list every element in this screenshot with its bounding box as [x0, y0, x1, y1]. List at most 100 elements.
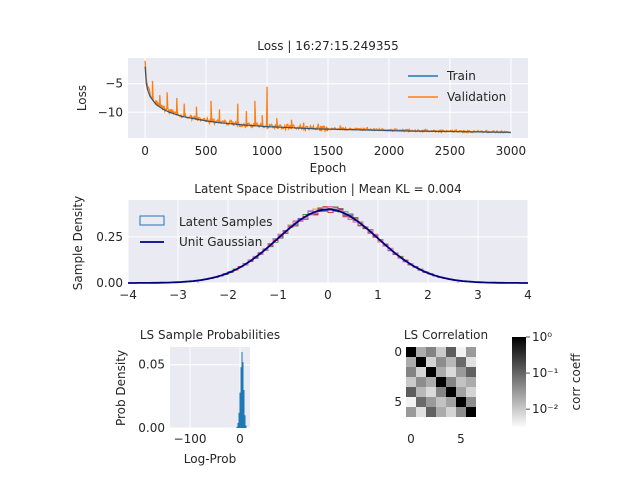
- correlation-cell: [446, 407, 456, 417]
- probability-ticks: −100 0 0.00 0.05: [138, 358, 244, 446]
- loss-xtick-label: 2000: [374, 144, 405, 158]
- latent-grid: [127, 200, 529, 284]
- latent-xtick-label: 4: [524, 288, 532, 302]
- correlation-cell: [456, 367, 466, 377]
- correlation-cell: [426, 347, 436, 357]
- correlation-cell: [416, 397, 426, 407]
- correlation-xtick-label: 0: [407, 432, 415, 446]
- correlation-cell: [436, 407, 446, 417]
- latent-ticks: −4 −3 −2 −1 0 1 2 3 4 0.00 0.25: [96, 230, 532, 302]
- correlation-cell: [436, 387, 446, 397]
- probability-bar: [244, 415, 246, 428]
- correlation-cell: [446, 357, 456, 367]
- probability-bar: [242, 362, 244, 428]
- legend-samples-label: Latent Samples: [179, 215, 273, 229]
- loss-xtick-label: 2500: [435, 144, 466, 158]
- correlation-xtick-label: 5: [457, 432, 465, 446]
- latent-ylabel: Sample Density: [71, 196, 85, 290]
- correlation-title: LS Correlation: [404, 328, 488, 342]
- probability-xtick-label: −100: [174, 432, 207, 446]
- correlation-cell: [456, 387, 466, 397]
- probability-bar: [245, 425, 247, 428]
- correlation-cell: [466, 387, 476, 397]
- correlation-cell: [446, 377, 456, 387]
- latent-title: Latent Space Distribution | Mean KL = 0.…: [194, 182, 461, 196]
- correlation-cell: [406, 387, 416, 397]
- latent-xtick-label: 3: [474, 288, 482, 302]
- correlation-heatmap: [406, 347, 476, 417]
- latent-xtick-label: −4: [119, 288, 137, 302]
- correlation-cell: [446, 347, 456, 357]
- correlation-ytick-label: 0: [394, 345, 402, 359]
- latent-legend: Latent Samples Unit Gaussian: [139, 215, 273, 249]
- probability-xtick-label: 0: [236, 432, 244, 446]
- probability-panel: −100 0 0.00 0.05 LS Sample Probabilities Lo…: [114, 328, 280, 466]
- colorbar-tick-label: 10⁻²: [532, 402, 559, 416]
- correlation-cell: [426, 387, 436, 397]
- unit-gaussian-curve: [128, 208, 528, 284]
- correlation-panel: 0 5 0 5 LS Correlation 10⁰ 10⁻¹ 10⁻² corr coe…: [394, 328, 583, 446]
- probability-plot-area: [170, 347, 250, 428]
- probability-title: LS Sample Probabilities: [140, 328, 280, 342]
- probability-bar: [238, 412, 240, 428]
- correlation-cell: [416, 377, 426, 387]
- correlation-cell: [466, 347, 476, 357]
- correlation-cell: [406, 367, 416, 377]
- correlation-cell: [416, 407, 426, 417]
- correlation-cell: [406, 347, 416, 357]
- correlation-cell: [426, 397, 436, 407]
- latent-xtick-label: 0: [324, 288, 332, 302]
- probability-bars: [236, 352, 247, 428]
- probability-bar: [240, 367, 242, 428]
- correlation-cell: [466, 357, 476, 367]
- correlation-cell: [456, 347, 466, 357]
- correlation-cell: [466, 377, 476, 387]
- latent-panel: −4 −3 −2 −1 0 1 2 3 4 0.00 0.25 Latent Space Distr…: [71, 182, 532, 302]
- latent-ytick-label: 0.25: [96, 230, 123, 244]
- correlation-cell: [456, 357, 466, 367]
- loss-xtick-label: 1500: [313, 144, 344, 158]
- correlation-cell: [406, 407, 416, 417]
- correlation-cell: [436, 357, 446, 367]
- legend-validation-label: Validation: [447, 90, 506, 104]
- loss-xtick-label: 1000: [252, 144, 283, 158]
- correlation-cell: [416, 387, 426, 397]
- loss-ticks: 0 500 1000 1500 2000 2500 3000 −5 −10: [98, 77, 527, 158]
- colorbar-tick-label: 10⁻¹: [532, 366, 559, 380]
- correlation-cell: [416, 347, 426, 357]
- probability-bar: [243, 390, 245, 428]
- colorbar-label: corr coeff: [569, 353, 583, 411]
- latent-xtick-label: −2: [219, 288, 237, 302]
- correlation-cell: [426, 377, 436, 387]
- correlation-cell: [456, 407, 466, 417]
- loss-legend: Train Validation: [408, 69, 506, 104]
- probability-bar: [239, 392, 241, 428]
- correlation-cell: [406, 377, 416, 387]
- colorbar-ticks: 10⁰ 10⁻¹ 10⁻²: [526, 330, 559, 416]
- latent-xtick-label: 1: [374, 288, 382, 302]
- correlation-cell: [436, 347, 446, 357]
- legend-samples-swatch: [139, 215, 165, 226]
- latent-xtick-label: −1: [269, 288, 287, 302]
- train-loss-line: [144, 66, 511, 133]
- legend-gaussian-label: Unit Gaussian: [179, 235, 262, 249]
- legend-train-label: Train: [446, 69, 476, 83]
- correlation-cell: [466, 367, 476, 377]
- correlation-cell: [436, 377, 446, 387]
- loss-xtick-label: 500: [195, 144, 218, 158]
- loss-series: [144, 60, 511, 134]
- probability-ylabel: Prob Density: [114, 350, 128, 426]
- probability-xlabel: Log-Prob: [184, 452, 236, 466]
- loss-ylabel: Loss: [75, 85, 89, 111]
- correlation-cell: [426, 407, 436, 417]
- correlation-cell: [456, 377, 466, 387]
- correlation-cell: [436, 397, 446, 407]
- loss-ytick-label: −5: [105, 77, 123, 91]
- correlation-cell: [416, 367, 426, 377]
- loss-xlabel: Epoch: [310, 161, 347, 175]
- correlation-cell: [446, 397, 456, 407]
- probability-bar: [237, 422, 239, 428]
- latent-ytick-label: 0.00: [96, 276, 123, 290]
